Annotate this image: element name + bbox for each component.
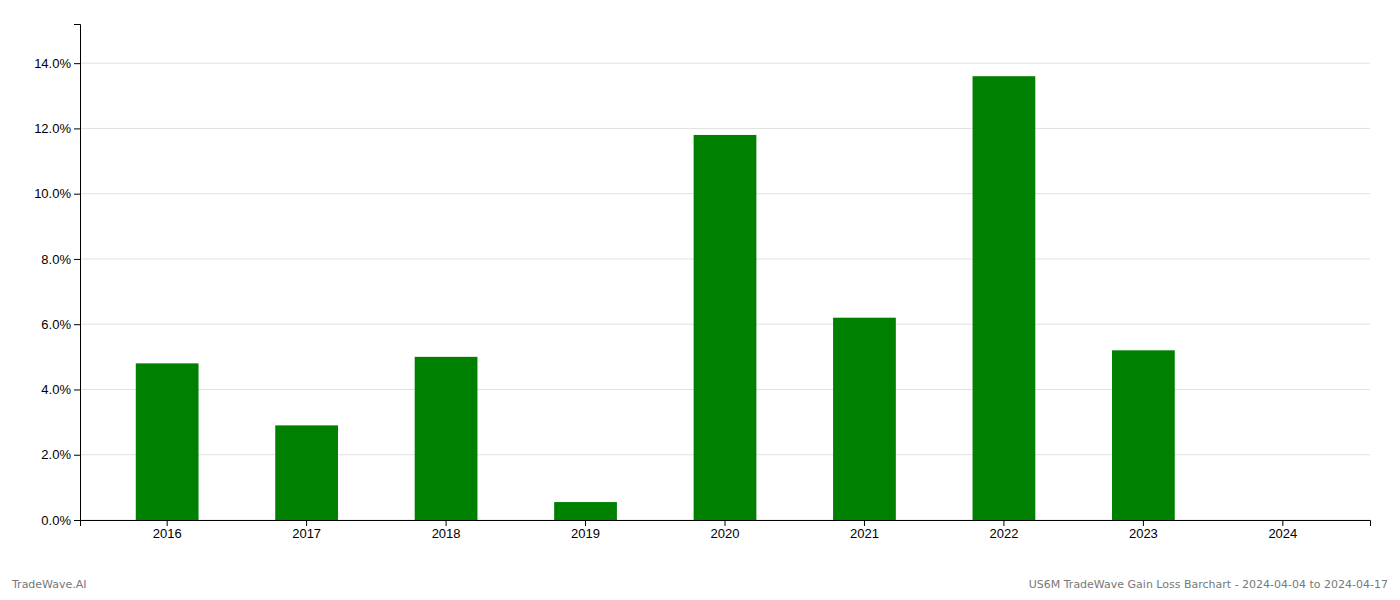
- y-tick: 0.0%: [41, 513, 80, 528]
- x-tick-label: 2023: [1129, 526, 1158, 541]
- bar: [415, 357, 478, 520]
- y-tick-label: 4.0%: [41, 382, 71, 397]
- x-tick-label: 2021: [850, 526, 879, 541]
- y-tick-mark: [74, 63, 80, 64]
- x-tick: 2021: [850, 520, 879, 541]
- y-axis: 0.0% 2.0% 4.0% 6.0% 8.0% 10.0% 12.0% 14.0%: [34, 25, 80, 528]
- bar: [833, 318, 896, 520]
- plot-area: 0.0%2.0%4.0%6.0%8.0%10.0%12.0%14.0%20162…: [34, 25, 1370, 542]
- x-tick-mark: [725, 520, 726, 526]
- x-tick-label: 2024: [1268, 526, 1297, 541]
- x-tick-mark: [1143, 520, 1144, 526]
- x-tick: 2016: [153, 520, 182, 541]
- x-tick-label: 2018: [432, 526, 461, 541]
- bar: [973, 76, 1036, 520]
- x-tick-mark: [585, 520, 586, 526]
- x-tick-mark: [306, 520, 307, 526]
- x-tick-mark: [167, 520, 168, 526]
- x-tick-label: 2022: [989, 526, 1018, 541]
- x-tick: 2017: [292, 520, 321, 541]
- x-tick-mark: [1282, 520, 1283, 526]
- bar: [275, 425, 338, 520]
- bar: [554, 502, 617, 520]
- y-tick: 14.0%: [34, 56, 80, 71]
- bar: [1112, 350, 1175, 520]
- x-tick-mark: [864, 520, 865, 526]
- y-tick-mark: [74, 194, 80, 195]
- y-tick: 6.0%: [41, 317, 80, 332]
- x-tick: 2018: [432, 520, 461, 541]
- y-tick: 10.0%: [34, 186, 80, 201]
- y-tick-mark: [74, 128, 80, 129]
- chart-container: 0.0%2.0%4.0%6.0%8.0%10.0%12.0%14.0%20162…: [0, 0, 1400, 600]
- y-tick: 4.0%: [41, 382, 80, 397]
- y-tick: 2.0%: [41, 447, 80, 462]
- footer-text: US6M TradeWave Gain Loss Barchart - 2024…: [1029, 578, 1388, 591]
- y-tick-label: 0.0%: [41, 513, 71, 528]
- y-tick-label: 14.0%: [34, 56, 71, 71]
- y-tick-label: 8.0%: [41, 252, 71, 267]
- bar: [1251, 520, 1314, 521]
- y-tick-mark: [74, 324, 80, 325]
- bar: [136, 363, 199, 520]
- x-tick: 2023: [1129, 520, 1158, 541]
- grid-line: [80, 63, 1370, 64]
- y-axis-line: [74, 25, 81, 521]
- footer-text: TradeWave.AI: [11, 578, 87, 591]
- bars: [136, 76, 1175, 520]
- x-tick-mark: [1003, 520, 1004, 526]
- x-tick: 2022: [989, 520, 1018, 541]
- y-tick-mark: [74, 389, 80, 390]
- y-tick-label: 2.0%: [41, 447, 71, 462]
- x-tick-label: 2020: [711, 526, 740, 541]
- x-tick: 2024: [1268, 520, 1297, 541]
- bar: [694, 135, 757, 520]
- y-tick-mark: [74, 520, 80, 521]
- x-tick: 2020: [711, 520, 740, 541]
- x-tick: 2019: [571, 520, 600, 541]
- grid: [80, 63, 1370, 520]
- y-tick: 12.0%: [34, 121, 80, 136]
- y-tick-label: 10.0%: [34, 186, 71, 201]
- x-axis: 2016 2017 2018 2019 2020 2021 2022 2023 2024: [81, 520, 1371, 541]
- y-tick: 8.0%: [41, 252, 80, 267]
- x-tick-label: 2016: [153, 526, 182, 541]
- y-tick-label: 6.0%: [41, 317, 71, 332]
- y-tick-label: 12.0%: [34, 121, 71, 136]
- y-tick-mark: [74, 259, 80, 260]
- x-axis-line: [81, 521, 1371, 527]
- x-tick-label: 2017: [292, 526, 321, 541]
- x-tick-label: 2019: [571, 526, 600, 541]
- chart-svg: 0.0%2.0%4.0%6.0%8.0%10.0%12.0%14.0%20162…: [0, 0, 1400, 600]
- x-tick-mark: [446, 520, 447, 526]
- y-tick-mark: [74, 455, 80, 456]
- grid-line: [80, 128, 1370, 129]
